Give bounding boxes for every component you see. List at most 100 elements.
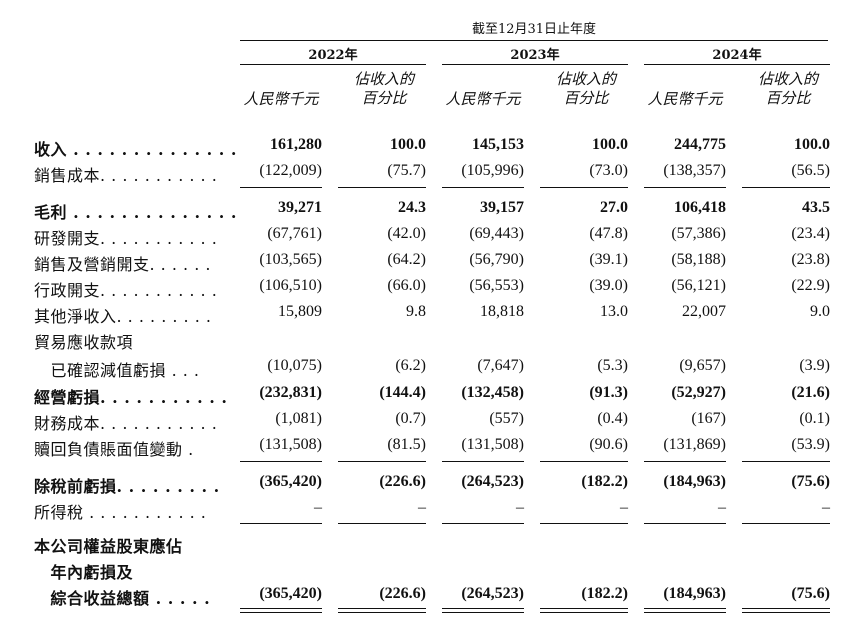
total-rule — [240, 612, 322, 613]
total-rule — [742, 523, 830, 524]
period-title: 截至12月31日止年度 — [471, 22, 597, 37]
cell-2023-rmb: (56,553) — [469, 277, 524, 294]
cell-2023-rmb: (557) — [489, 410, 524, 427]
total-rule — [442, 608, 524, 609]
cell-2023-pct: (39.1) — [589, 251, 628, 268]
row-label: 銷售成本. . . . . . . . . . . — [34, 166, 218, 185]
cell-2022-pct: (0.7) — [395, 410, 426, 427]
cell-2022-rmb: (1,081) — [275, 410, 322, 427]
cell-2022-pct: (226.6) — [379, 473, 426, 490]
cell-2024-pct: (56.5) — [791, 162, 830, 179]
total-rule — [240, 523, 322, 524]
cell-2023-rmb: (56,790) — [469, 251, 524, 268]
total-rule — [240, 608, 322, 609]
row-label: 其他淨收入. . . . . . . . . — [34, 307, 212, 326]
row-label: 贖回負債賬面值變動 . — [34, 440, 194, 459]
cell-2022-pct: (66.0) — [387, 277, 426, 294]
cell-2023-pct: 13.0 — [600, 303, 628, 320]
total-rule — [742, 608, 830, 609]
cell-2024-rmb: (58,188) — [671, 251, 726, 268]
cell-2024-pct: 43.5 — [802, 199, 830, 216]
cell-2022-rmb: (232,831) — [259, 384, 322, 401]
cell-2024-rmb: 244,775 — [674, 136, 726, 153]
total-rule — [540, 461, 628, 462]
cell-2022-pct: (75.7) — [387, 162, 426, 179]
total-rule — [540, 612, 628, 613]
col-header-2022-rmb: 人民幣千元 — [243, 90, 319, 108]
cell-2024-rmb: (184,963) — [663, 473, 726, 490]
cell-2023-pct: 27.0 — [600, 199, 628, 216]
cell-2024-rmb: (56,121) — [671, 277, 726, 294]
cell-2022-rmb: 39,271 — [278, 199, 322, 216]
cell-2024-rmb: (184,963) — [663, 585, 726, 602]
cell-2024-rmb: 22,007 — [682, 303, 726, 320]
total-rule — [442, 523, 524, 524]
col-header-2023-rmb: 人民幣千元 — [445, 90, 521, 108]
year-2022: 2022年 — [308, 48, 358, 63]
cell-2024-rmb: (57,386) — [671, 225, 726, 242]
cell-2022-rmb: (365,420) — [259, 473, 322, 490]
row-label: 研發開支. . . . . . . . . . . — [34, 229, 218, 248]
cell-2024-rmb: (9,657) — [679, 357, 726, 374]
cell-2024-rmb: (167) — [691, 410, 726, 427]
total-rule — [644, 608, 726, 609]
col-header-2023-pct: 佔收入的 百分比 — [555, 70, 616, 107]
row-label: 行政開支. . . . . . . . . . . — [34, 281, 218, 300]
cell-2022-rmb: (131,508) — [259, 436, 322, 453]
year-2022-rule — [240, 64, 426, 65]
cell-2023-rmb: 18,818 — [480, 303, 524, 320]
cell-2024-rmb: (138,357) — [663, 162, 726, 179]
cell-2022-pct: (81.5) — [387, 436, 426, 453]
cell-2024-pct: 9.0 — [810, 303, 830, 320]
cell-2024-pct: (23.8) — [791, 251, 830, 268]
cell-2023-pct: 100.0 — [592, 136, 628, 153]
cell-2022-pct: 9.8 — [406, 303, 426, 320]
cell-2023-pct: (90.6) — [589, 436, 628, 453]
cell-2024-pct: (0.1) — [799, 410, 830, 427]
row-label: 貿易應收款項 — [34, 333, 134, 352]
row-label: 毛利 . . . . . . . . . . . . . . — [34, 203, 237, 222]
total-rule — [338, 608, 426, 609]
cell-2023-pct: (182.2) — [581, 585, 628, 602]
cell-2024-rmb: 106,418 — [674, 199, 726, 216]
total-rule — [338, 612, 426, 613]
cell-2022-pct: (6.2) — [395, 357, 426, 374]
cell-2023-rmb: (264,523) — [461, 473, 524, 490]
cell-2024-rmb: (131,869) — [663, 436, 726, 453]
cell-2023-rmb: (105,996) — [461, 162, 524, 179]
row-label: 已確認減值虧損 . . . — [34, 361, 200, 380]
cell-2024-pct: (23.4) — [791, 225, 830, 242]
cell-2023-pct: (39.0) — [589, 277, 628, 294]
row-label: 財務成本. . . . . . . . . . . — [34, 414, 218, 433]
year-2023-rule — [442, 64, 628, 65]
cell-2023-rmb: (264,523) — [461, 585, 524, 602]
total-rule — [338, 461, 426, 462]
row-label: 收入 . . . . . . . . . . . . . . — [34, 140, 237, 159]
total-rule — [442, 612, 524, 613]
cell-2022-pct: – — [418, 499, 426, 516]
cell-2023-pct: (182.2) — [581, 473, 628, 490]
cell-2024-pct: 100.0 — [794, 136, 830, 153]
cell-2022-rmb: 15,809 — [278, 303, 322, 320]
cell-2022-rmb: 161,280 — [270, 136, 322, 153]
year-2024: 2024年 — [712, 48, 762, 63]
title-rule — [240, 40, 828, 41]
total-rule — [442, 461, 524, 462]
cell-2023-rmb: – — [516, 499, 524, 516]
cell-2023-rmb: (7,647) — [477, 357, 524, 374]
cell-2023-pct: (47.8) — [589, 225, 628, 242]
total-rule — [742, 612, 830, 613]
cell-2023-pct: (5.3) — [597, 357, 628, 374]
cell-2024-pct: (3.9) — [799, 357, 830, 374]
cell-2022-rmb: (67,761) — [267, 225, 322, 242]
total-rule — [540, 187, 628, 188]
cell-2024-pct: (75.6) — [791, 585, 830, 602]
cell-2023-rmb: 145,153 — [472, 136, 524, 153]
cell-2022-rmb: (106,510) — [259, 277, 322, 294]
row-label: 經營虧損. . . . . . . . . . . — [34, 388, 228, 407]
cell-2023-pct: (0.4) — [597, 410, 628, 427]
row-label: 本公司權益股東應佔 — [34, 537, 183, 556]
total-rule — [644, 187, 726, 188]
row-label: 年內虧損及 — [34, 563, 134, 582]
cell-2022-rmb: (365,420) — [259, 585, 322, 602]
